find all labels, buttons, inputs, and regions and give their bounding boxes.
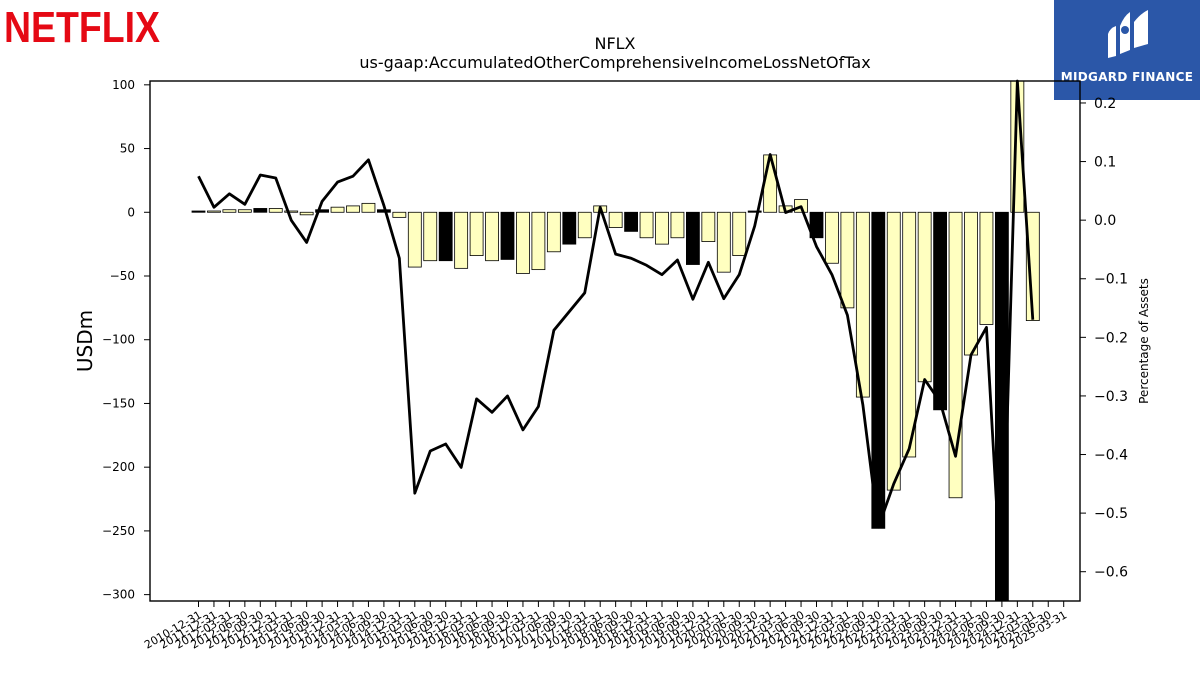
bar (655, 211, 669, 245)
bar (686, 211, 700, 265)
y-axis-label: USDm (73, 310, 97, 372)
y2-tick-label: −0.4 (1094, 448, 1128, 464)
bar (902, 211, 917, 458)
netflix-logo: NETFLIX (4, 2, 164, 52)
y-tick-label: −250 (102, 524, 135, 538)
y-tick-label: −100 (102, 333, 135, 347)
netflix-logo-text: NETFLIX (4, 3, 160, 50)
bar (438, 211, 453, 262)
y2-tick-label: −0.5 (1094, 506, 1128, 522)
bar (979, 211, 994, 325)
bar (268, 208, 283, 213)
bar (315, 209, 330, 213)
y2-tick-label: −0.1 (1094, 272, 1128, 288)
bar (917, 211, 932, 383)
chart-subtitle: us-gaap:AccumulatedOtherComprehensiveInc… (359, 53, 870, 72)
midgard-emblem-icon (1108, 10, 1148, 58)
bar (855, 211, 870, 398)
bar (624, 211, 638, 232)
bar (608, 211, 623, 228)
bar (330, 206, 345, 213)
bar (546, 211, 561, 253)
bar (1025, 211, 1040, 322)
bar (485, 211, 499, 262)
chart-title: NFLX (594, 34, 635, 53)
midgard-finance-label: MIDGARD FINANCE (1060, 70, 1194, 84)
bar (346, 205, 360, 213)
bar (222, 209, 237, 213)
y2-axis-label: Percentage of Assets (1137, 278, 1151, 404)
bar (670, 211, 685, 239)
plot-frame (149, 80, 1081, 602)
bar (639, 211, 654, 239)
y2-tick-label: 0.0 (1094, 213, 1116, 229)
bar (701, 211, 716, 242)
bar (299, 211, 314, 216)
y-axis-right: 0.2 0.1 0.0 −0.1 −0.2 −0.3 −0.4 −0.5 −0.6 (1080, 96, 1128, 581)
bar (964, 211, 978, 356)
y-tick-label: −200 (102, 460, 135, 474)
bar-series (191, 80, 1040, 602)
bar (469, 211, 484, 257)
bar (284, 210, 299, 213)
bar (407, 211, 422, 268)
bar (840, 211, 855, 309)
bar (933, 211, 947, 411)
y-tick-label: −150 (102, 396, 135, 410)
y-axis-left: 100 50 0 −50 −100 −150 −200 −250 −300 (102, 78, 150, 602)
bar (809, 211, 824, 239)
y-tick-label: −50 (110, 269, 135, 283)
bar (562, 211, 577, 245)
bar (516, 211, 530, 274)
bar (886, 211, 901, 491)
percentage-of-assets-line (197, 79, 1035, 600)
bar (500, 211, 515, 260)
y-tick-label: −300 (102, 588, 135, 602)
bar (747, 210, 762, 213)
x-axis: 2010-12-312011-12-312012-03-312012-06-30… (142, 601, 1069, 652)
y2-tick-label: −0.3 (1094, 389, 1128, 405)
y-tick-label: 0 (127, 205, 135, 219)
y2-tick-label: −0.2 (1094, 330, 1128, 346)
bar (716, 211, 731, 273)
midgard-finance-logo: MIDGARD FINANCE (1054, 0, 1200, 100)
y-tick-label: 50 (120, 142, 135, 156)
bar (454, 211, 469, 269)
bar (237, 209, 252, 213)
y-tick-label: 100 (112, 78, 135, 92)
bar (825, 211, 839, 264)
bar (207, 210, 221, 213)
y2-tick-label: 0.1 (1094, 155, 1116, 171)
bar (361, 202, 376, 213)
bar (531, 211, 546, 271)
bar (423, 211, 438, 262)
y2-tick-label: 0.2 (1094, 96, 1116, 112)
bar (732, 211, 747, 257)
bar (253, 208, 268, 213)
y2-tick-label: −0.6 (1094, 565, 1128, 581)
bar (763, 154, 778, 213)
bar (392, 211, 407, 218)
bar (191, 210, 206, 213)
bar (577, 211, 592, 239)
